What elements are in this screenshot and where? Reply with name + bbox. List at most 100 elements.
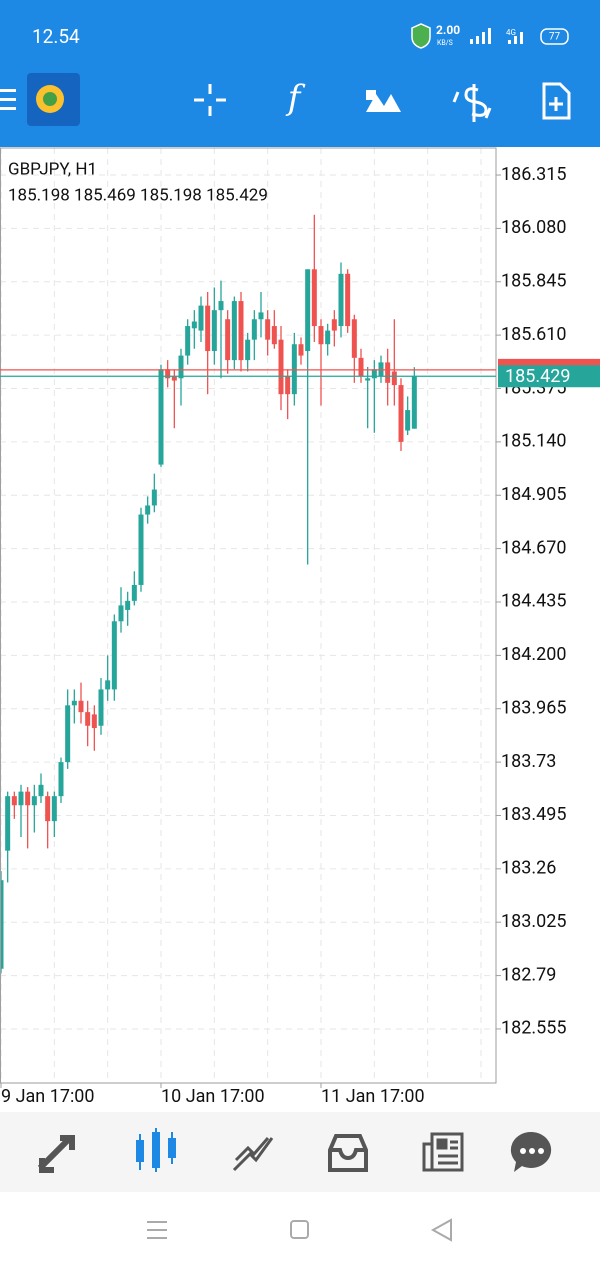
candle-body (131, 584, 137, 601)
recents-button[interactable] (147, 1221, 167, 1239)
candle-body (211, 310, 217, 352)
candle-body (118, 605, 124, 622)
signal-icon-2 (508, 32, 523, 44)
candle-body (125, 600, 131, 610)
candle-body (378, 362, 384, 377)
candle-body (358, 357, 364, 377)
new-order-button[interactable] (542, 82, 571, 120)
candle-body (18, 791, 24, 806)
candle-body (78, 700, 84, 713)
candle-body (31, 796, 37, 806)
crosshair-button[interactable] (194, 84, 226, 116)
candle-body (178, 355, 184, 379)
messages-tab[interactable] (510, 1131, 552, 1172)
candle-body (331, 319, 337, 331)
candle-body (271, 326, 277, 345)
y-tick-label: 184.670 (501, 537, 566, 558)
y-tick-label: 186.315 (501, 164, 566, 185)
signal-icon (470, 28, 491, 44)
plot-layer (0, 148, 496, 1083)
candle-body (265, 319, 271, 340)
y-tick-label: 183.965 (501, 697, 566, 718)
candle-body (278, 339, 284, 395)
candle-body (311, 269, 317, 327)
y-tick-label: 186.080 (501, 217, 566, 238)
candle-body (11, 796, 17, 806)
candle-body (105, 680, 111, 690)
chart-ohlc: 185.198 185.469 185.198 185.429 (8, 185, 268, 205)
candle-body (38, 784, 44, 797)
candle-body (58, 762, 64, 797)
candle-body (398, 385, 404, 442)
chart-area (0, 147, 600, 1112)
candle-body (371, 369, 377, 379)
net-speed: 2.00 (436, 23, 460, 37)
net-speed-unit: KB/S (437, 39, 453, 47)
candle-body (158, 369, 164, 465)
candle-body (238, 301, 244, 361)
candle-body (25, 791, 31, 806)
candle-body (391, 371, 397, 386)
menu-button[interactable] (0, 89, 16, 110)
quotes-tab[interactable] (37, 1135, 75, 1173)
home-button[interactable] (290, 1220, 309, 1239)
candle-body (138, 514, 144, 585)
chart-symbol: GBPJPY, H1 (8, 159, 97, 179)
x-tick-label: 11 Jan 17:00 (321, 1086, 425, 1107)
candle-body (405, 410, 411, 431)
bid-label: 185.429 (505, 366, 570, 387)
candle-body (318, 326, 324, 345)
objects-button[interactable] (366, 90, 401, 112)
candle-body (191, 321, 197, 329)
plot (0, 148, 496, 1083)
candle-body (185, 326, 191, 356)
bid-label-box (498, 365, 600, 388)
candle-body (205, 305, 211, 352)
candle-body (151, 489, 157, 506)
back-button[interactable] (430, 1218, 452, 1242)
trade-tab[interactable] (232, 1137, 274, 1172)
system-nav (0, 1192, 600, 1267)
candle-body (305, 269, 311, 352)
y-tick-label: 182.79 (501, 964, 556, 985)
candle-body (51, 796, 57, 822)
candle-body (285, 376, 291, 395)
y-tick-label: 183.26 (501, 858, 556, 879)
symbols-button[interactable] (452, 84, 492, 122)
candle-body (165, 369, 171, 379)
history-tab[interactable] (328, 1134, 368, 1172)
candle-body (231, 301, 237, 361)
candle-body (198, 305, 204, 331)
candle-body (411, 376, 417, 429)
candle-body (258, 312, 264, 320)
clock: 12.54 (32, 25, 80, 48)
y-tick-label: 184.435 (501, 591, 566, 612)
app-header (0, 0, 600, 147)
plot-frame (0, 147, 497, 1084)
candle-body (298, 344, 304, 356)
candle-body (345, 273, 351, 327)
candle-body (65, 705, 71, 763)
candle-body (385, 362, 391, 383)
y-tick-label: 184.200 (501, 644, 566, 665)
network-type: 4G (506, 28, 516, 37)
candle-body (98, 689, 104, 726)
candle-body (71, 700, 77, 706)
y-tick-label: 185.610 (501, 324, 566, 345)
candle-body (5, 796, 11, 851)
candle-body (45, 796, 51, 822)
y-tick-label: 183.495 (501, 804, 566, 825)
candle-body (351, 319, 357, 358)
battery-level: 77 (549, 32, 561, 43)
chart-tab[interactable] (136, 1128, 176, 1172)
candle-body (85, 712, 91, 726)
candle-body (171, 376, 177, 381)
x-tick-label: 9 Jan 17:00 (1, 1086, 95, 1107)
candle-body (291, 344, 297, 395)
candle-body (365, 378, 371, 381)
y-tick-label: 184.905 (501, 484, 566, 505)
candle-body (338, 273, 344, 327)
candle-body (111, 621, 117, 690)
news-tab[interactable] (422, 1132, 464, 1172)
app-icon-logo-inner (43, 92, 57, 106)
